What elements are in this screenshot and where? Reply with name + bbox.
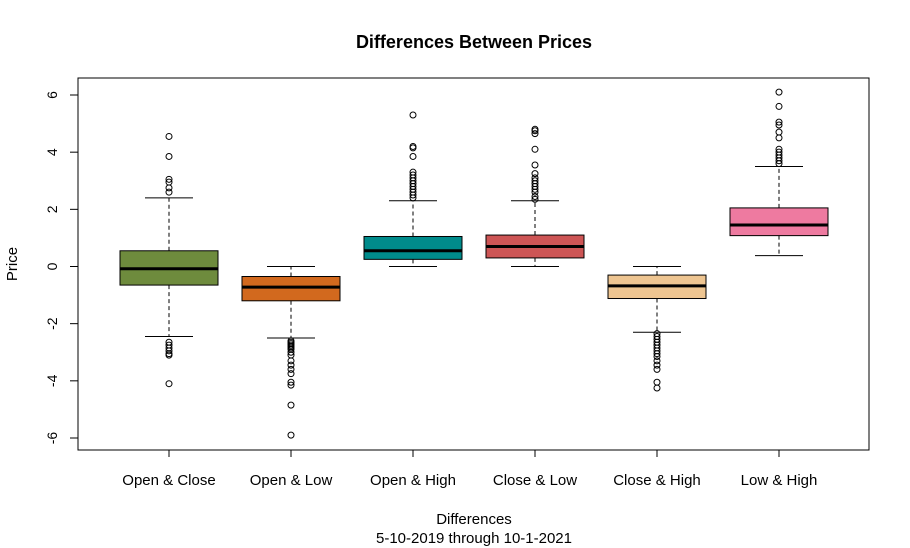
outlier-point [531,145,539,153]
x-axis-sublabel: 5-10-2019 through 10-1-2021 [376,530,572,547]
y-axis-label: Price [4,247,21,281]
outlier-point [775,145,783,153]
x-tick-label: Close & High [613,472,701,489]
outlier-point [165,347,173,355]
x-tick-label: Open & Close [122,472,215,489]
outlier-point [287,381,295,389]
outlier-point [775,102,783,110]
y-tick-label: 6 [44,91,60,99]
box-body [241,276,341,302]
outlier-point [653,378,661,386]
box-6 [729,88,829,257]
x-axis-labels: Open & Close Open & Low Open & High Close &… [122,449,818,489]
x-tick-label: Open & Low [250,472,333,489]
outlier-point [409,111,417,119]
outlier-point [653,365,661,373]
outlier-point [409,152,417,160]
x-axis-label: Differences [436,511,512,528]
box-4 [485,125,585,267]
outlier-point [409,168,417,176]
y-tick-label: 2 [44,205,60,213]
outlier-point [531,192,539,200]
outlier-point [287,365,295,373]
outlier-point [775,128,783,136]
outlier-point [165,184,173,192]
y-axis: -6 -4 -2 0 2 4 6 [44,91,79,445]
outlier-point [165,380,173,388]
outlier-point [775,88,783,96]
outlier-point [409,142,417,150]
outlier-point [531,130,539,138]
outlier-point [653,361,661,369]
y-tick-label: 0 [44,262,60,270]
box-body [729,207,829,237]
y-tick-label: -4 [44,374,60,387]
chart-title: Differences Between Prices [356,32,592,52]
outlier-point [165,188,173,196]
outlier-point [653,353,661,361]
outlier-point [287,370,295,378]
outlier-point [531,125,539,133]
y-tick-label: -2 [44,317,60,330]
box-body [363,235,463,260]
x-tick-label: Open & High [370,472,456,489]
x-tick-label: Close & Low [493,472,577,489]
outlier-point [653,384,661,392]
outlier-point [531,161,539,169]
box-1 [119,132,219,388]
y-tick-label: 4 [44,148,60,156]
outlier-point [165,132,173,140]
outlier-point [165,175,173,183]
outlier-point [165,351,173,359]
outlier-point [287,357,295,365]
outlier-point [287,401,295,409]
outlier-point [287,378,295,386]
outlier-point [287,431,295,439]
outlier-point [409,171,417,179]
x-tick-label: Low & High [741,472,818,489]
box-2 [241,266,341,439]
outlier-point [653,350,661,358]
outlier-point [287,361,295,369]
outlier-point [287,348,295,356]
outlier-point [775,118,783,126]
y-tick-label: -6 [44,432,60,445]
outlier-point [531,174,539,182]
box-5 [607,266,707,392]
outlier-point [653,357,661,365]
outlier-point [531,177,539,185]
outlier-point [775,148,783,156]
outlier-point [531,195,539,203]
outlier-point [531,170,539,178]
box-3 [363,111,463,267]
outlier-point [165,152,173,160]
outlier-point [775,134,783,142]
outlier-point [775,121,783,129]
boxes-group [119,88,829,439]
